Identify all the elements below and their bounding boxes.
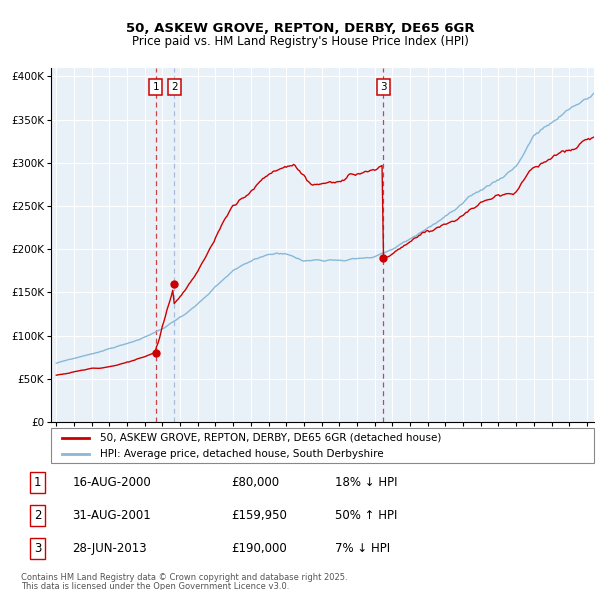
Text: 16-AUG-2000: 16-AUG-2000: [73, 476, 151, 489]
Text: 18% ↓ HPI: 18% ↓ HPI: [335, 476, 397, 489]
Text: 50% ↑ HPI: 50% ↑ HPI: [335, 509, 397, 522]
Text: 2: 2: [34, 509, 41, 522]
Text: 1: 1: [152, 83, 159, 92]
Text: This data is licensed under the Open Government Licence v3.0.: This data is licensed under the Open Gov…: [21, 582, 289, 590]
Text: 31-AUG-2001: 31-AUG-2001: [73, 509, 151, 522]
Text: £190,000: £190,000: [231, 542, 287, 555]
Text: £159,950: £159,950: [231, 509, 287, 522]
Text: HPI: Average price, detached house, South Derbyshire: HPI: Average price, detached house, Sout…: [100, 450, 383, 459]
Text: Contains HM Land Registry data © Crown copyright and database right 2025.: Contains HM Land Registry data © Crown c…: [21, 573, 347, 582]
Text: £80,000: £80,000: [231, 476, 279, 489]
Text: Price paid vs. HM Land Registry's House Price Index (HPI): Price paid vs. HM Land Registry's House …: [131, 35, 469, 48]
Text: 1: 1: [34, 476, 41, 489]
Text: 50, ASKEW GROVE, REPTON, DERBY, DE65 6GR (detached house): 50, ASKEW GROVE, REPTON, DERBY, DE65 6GR…: [100, 432, 441, 442]
Text: 7% ↓ HPI: 7% ↓ HPI: [335, 542, 389, 555]
FancyBboxPatch shape: [51, 428, 594, 463]
Text: 3: 3: [34, 542, 41, 555]
Text: 28-JUN-2013: 28-JUN-2013: [73, 542, 147, 555]
Text: 3: 3: [380, 83, 386, 92]
Text: 2: 2: [171, 83, 178, 92]
Text: 50, ASKEW GROVE, REPTON, DERBY, DE65 6GR: 50, ASKEW GROVE, REPTON, DERBY, DE65 6GR: [125, 22, 475, 35]
